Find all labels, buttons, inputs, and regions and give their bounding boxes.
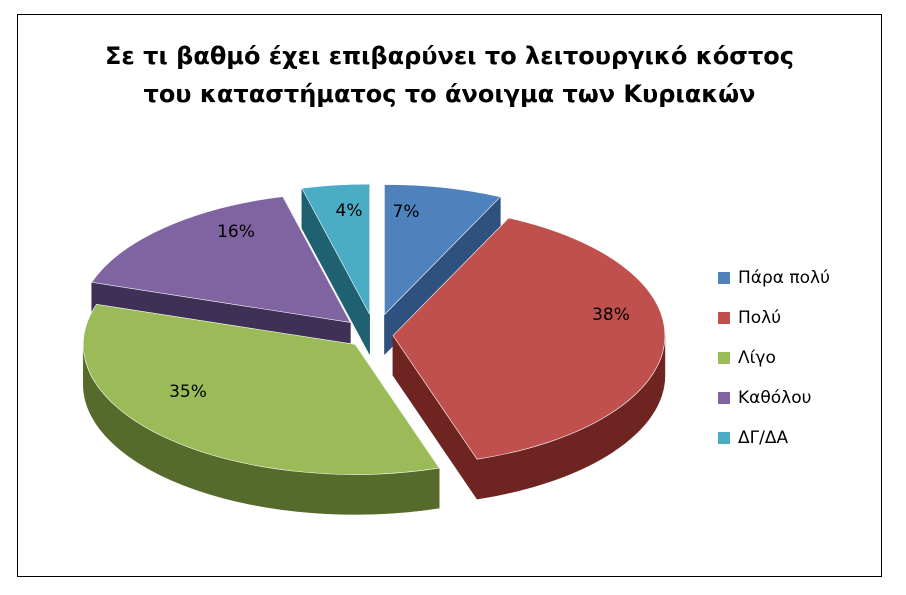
data-label-4: 4% [336,201,363,221]
chart-legend: Πάρα πολύ Πολύ Λίγο Καθόλου ΔΓ/ΔΑ [718,258,830,458]
pie-slice-2 [82,303,440,475]
legend-item-ligo: Λίγο [718,338,830,378]
legend-item-katholou: Καθόλου [718,378,830,418]
pie-tops [82,183,666,475]
data-label-3: 16% [217,222,255,242]
chart-title-line-2: του καταστήματος το άνοιγμα των Κυριακών [143,80,756,108]
pie-slice-1 [392,217,666,460]
legend-label: Πάρα πολύ [738,268,830,288]
legend-label: Καθόλου [738,388,812,408]
legend-label: Λίγο [738,348,776,368]
legend-swatch [718,392,730,404]
legend-label: ΔΓ/ΔΑ [738,428,789,448]
pie-slice-3 [91,196,351,323]
data-label-1: 38% [592,305,630,325]
legend-label: Πολύ [738,308,782,328]
legend-swatch [718,312,730,324]
data-label-2: 35% [169,382,207,402]
legend-item-poly: Πολύ [718,298,830,338]
data-label-0: 7% [393,202,420,222]
legend-swatch [718,352,730,364]
legend-swatch [718,272,730,284]
pie-slice-4 [301,183,370,315]
chart-title-line-1: Σε τι βαθμό έχει επιβαρύνει το λειτουργι… [105,42,794,70]
legend-item-para-poly: Πάρα πολύ [718,258,830,298]
legend-item-dg-da: ΔΓ/ΔΑ [718,418,830,458]
pie-slice-0 [384,184,502,316]
legend-swatch [718,432,730,444]
chart-title: Σε τι βαθμό έχει επιβαρύνει το λειτουργι… [18,37,881,113]
pie-data-labels: 7% 38% 35% 16% 4% [169,201,630,402]
